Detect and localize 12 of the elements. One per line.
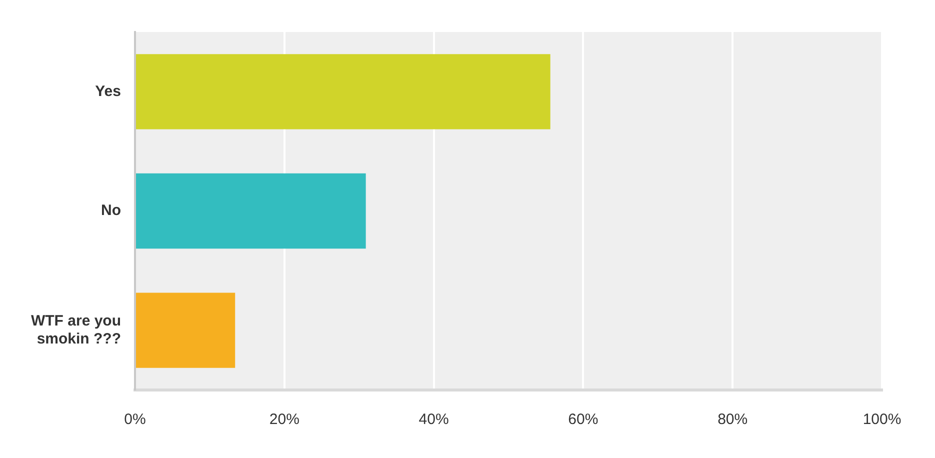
bar (136, 173, 366, 249)
x-tick-label: 20% (269, 411, 300, 428)
y-tick-label: Yes (95, 82, 121, 100)
y-tick-label: WTF are you smokin ??? (30, 312, 121, 348)
bar (136, 292, 236, 368)
x-tick-label: 100% (862, 411, 902, 428)
x-tick-label: 60% (568, 411, 598, 428)
x-tick-label: 80% (718, 411, 748, 428)
x-tick-label: 0% (124, 411, 146, 428)
y-tick-label: No (101, 202, 121, 220)
bar (136, 54, 550, 130)
x-tick-label: 40% (418, 411, 449, 428)
